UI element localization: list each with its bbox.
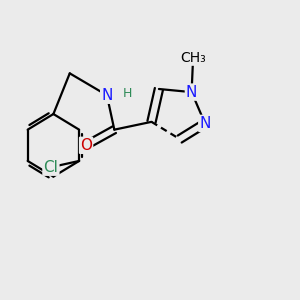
Text: N: N — [101, 88, 112, 103]
Text: O: O — [80, 138, 92, 153]
Text: Cl: Cl — [44, 160, 58, 175]
Text: H: H — [122, 87, 132, 100]
Text: CH₃: CH₃ — [180, 51, 206, 65]
Text: N: N — [199, 116, 211, 131]
Text: N: N — [186, 85, 197, 100]
